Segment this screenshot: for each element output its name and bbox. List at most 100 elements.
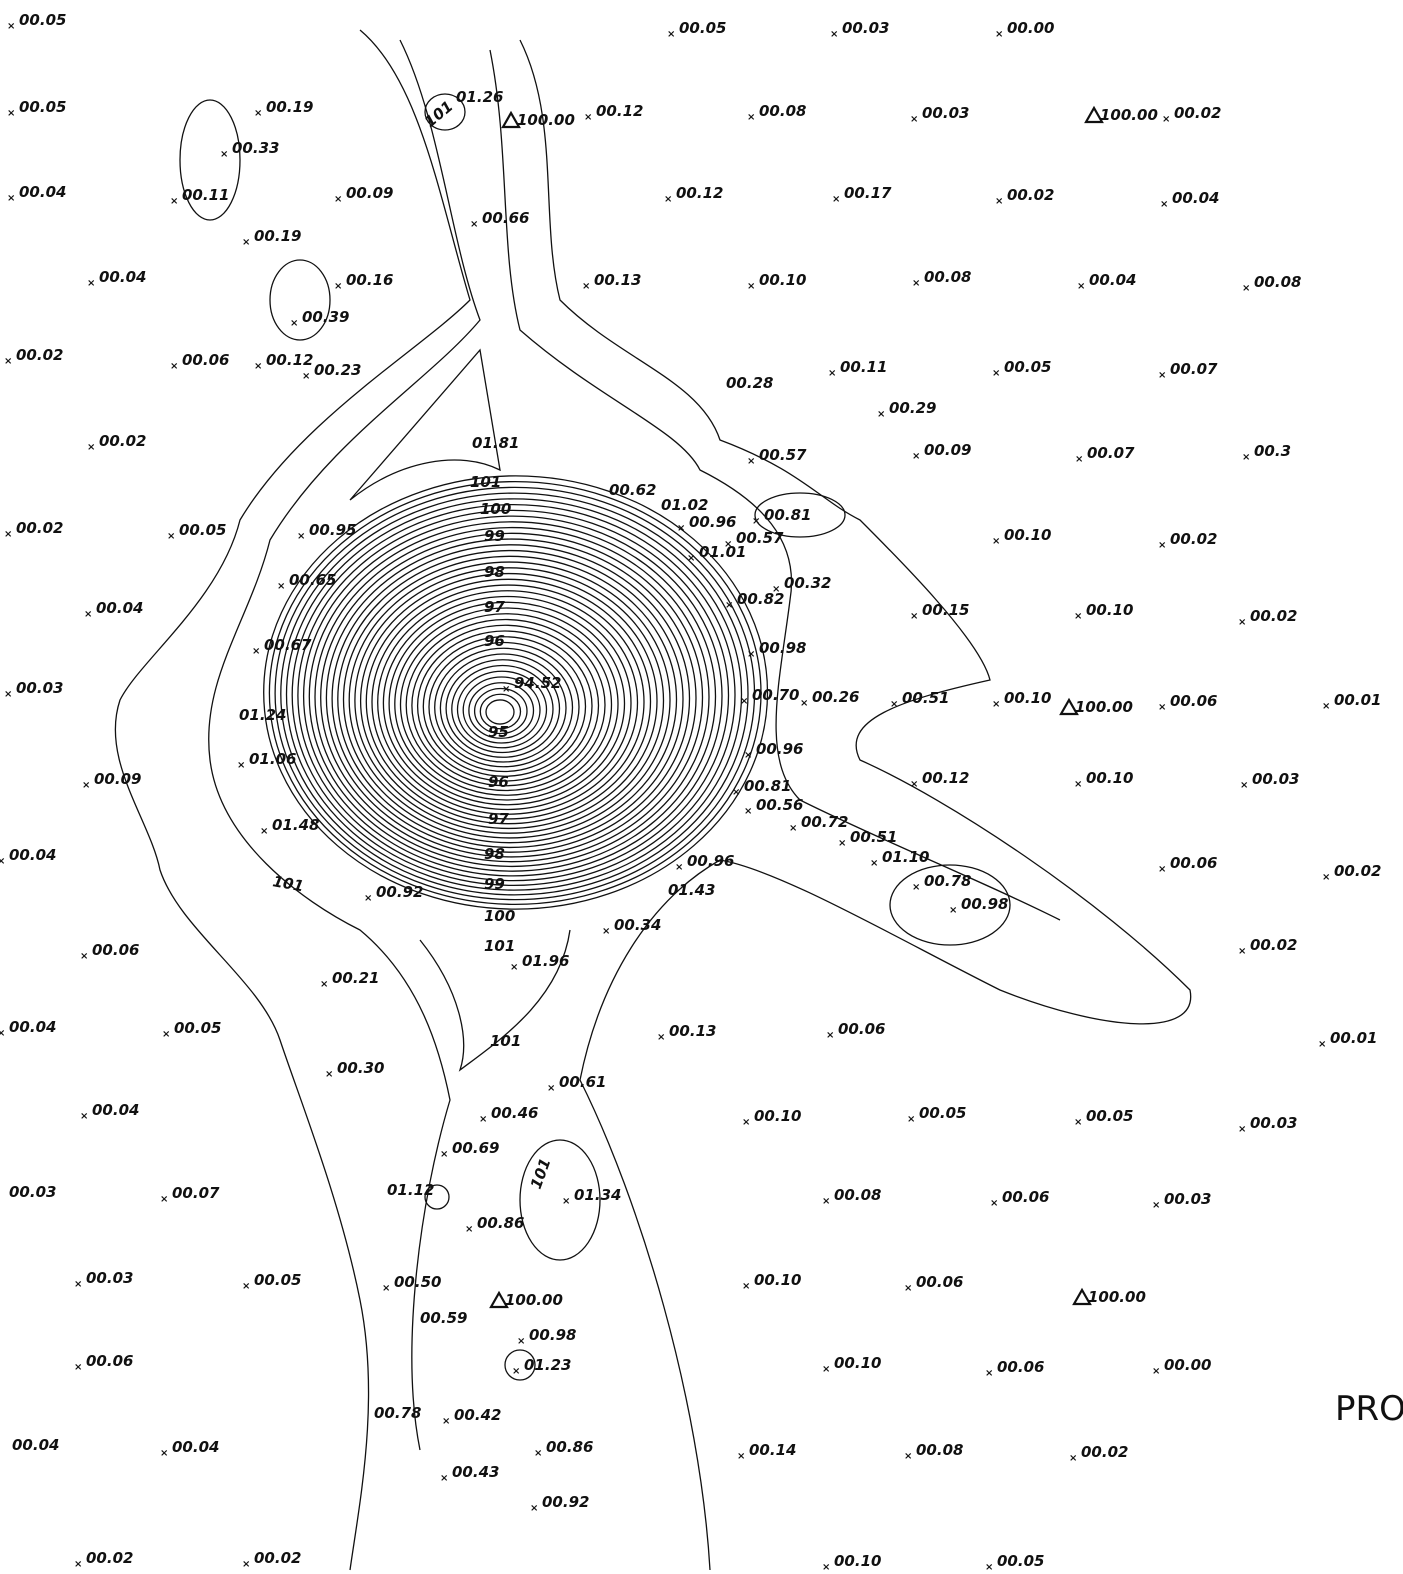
spot-label: 00.70: [752, 686, 799, 704]
spot-marker: ×: [1162, 114, 1170, 125]
spot-label: 00.02: [254, 1549, 301, 1567]
spot-label: 00.57: [759, 446, 807, 464]
spot-label: 01.43: [668, 881, 715, 899]
spot-marker: ×: [747, 649, 755, 660]
contour-line: [473, 687, 528, 735]
spot-label: 00.39: [302, 308, 349, 326]
spot-marker: ×: [1238, 1124, 1246, 1135]
spot-label: 00.05: [919, 1104, 966, 1122]
spot-marker: ×: [904, 1283, 912, 1294]
spot-label: 00.42: [454, 1406, 501, 1424]
spot-marker: ×: [1242, 283, 1250, 294]
spot-label: 00.06: [182, 351, 229, 369]
spot-label: 00.98: [961, 895, 1008, 913]
spot-label: 00.30: [337, 1059, 384, 1077]
spot-marker: ×: [912, 451, 920, 462]
contour-line: [405, 618, 606, 792]
spot-label: 00.04: [96, 599, 143, 617]
contour-label: 101: [421, 97, 457, 131]
spot-label: 00.15: [922, 601, 969, 619]
contour-line: [320, 532, 704, 863]
spot-marker: ×: [584, 112, 592, 123]
spot-label: 00.13: [594, 271, 641, 289]
spot-label: 00.04: [172, 1438, 219, 1456]
spot-marker: ×: [440, 1149, 448, 1160]
spot-marker: ×: [1074, 1117, 1082, 1128]
spot-marker: ×: [465, 1224, 473, 1235]
spot-marker: ×: [675, 862, 683, 873]
spot-marker: ×: [364, 893, 372, 904]
spot-label: 00.03: [1250, 1114, 1297, 1132]
spot-label: 00.11: [182, 186, 229, 204]
contour-line: [342, 555, 678, 844]
spot-marker: ×: [724, 539, 732, 550]
spot-marker: ×: [237, 760, 245, 771]
contour-label: 97: [484, 598, 505, 616]
contour-line: [456, 670, 548, 749]
benchmark-triangle: [489, 1290, 509, 1309]
spot-marker: ×: [1158, 370, 1166, 381]
contour-line: [268, 480, 762, 906]
spot-marker: ×: [7, 193, 15, 204]
spot-marker: ×: [992, 699, 1000, 710]
spot-label: 00.02: [16, 519, 63, 537]
spot-label: 01.02: [661, 496, 708, 514]
spot-label: 00.08: [1254, 273, 1301, 291]
spot-marker: ×: [290, 318, 298, 329]
spot-label: 00.23: [314, 361, 361, 379]
spot-label: 94.52: [514, 674, 561, 692]
spot-label: 00.78: [924, 872, 971, 890]
spot-marker: ×: [1242, 452, 1250, 463]
contour-line: [291, 503, 736, 887]
spot-label: 01.26: [456, 88, 503, 106]
benchmark-triangle: [501, 110, 521, 129]
spot-marker: ×: [657, 1032, 665, 1043]
spot-label: 00.34: [614, 916, 661, 934]
spot-label: 00.05: [19, 11, 66, 29]
spot-marker: ×: [725, 600, 733, 611]
spot-label: 00.03: [9, 1183, 56, 1201]
contour-line: [308, 521, 717, 872]
spot-label: 00.46: [491, 1104, 538, 1122]
spot-label: 00.07: [1087, 444, 1135, 462]
spot-marker: ×: [547, 1083, 555, 1094]
spot-label: 00.19: [254, 227, 301, 245]
spot-marker: ×: [826, 1030, 834, 1041]
spot-label: 00.62: [609, 481, 656, 499]
spot-label: 00.04: [99, 268, 146, 286]
contour-line: [114, 29, 471, 1571]
spot-marker: ×: [985, 1562, 993, 1573]
contour-line: [439, 653, 567, 763]
spot-label: 00.10: [754, 1107, 801, 1125]
spot-marker: ×: [440, 1473, 448, 1484]
spot-marker: ×: [992, 536, 1000, 547]
spot-label: 00.10: [1086, 601, 1133, 619]
spot-marker: ×: [1077, 281, 1085, 292]
spot-label: 00.86: [546, 1438, 593, 1456]
spot-label: 00.98: [759, 639, 806, 657]
spot-label: 100.00: [505, 1291, 563, 1309]
spot-marker: ×: [602, 926, 610, 937]
spot-label: 00.72: [801, 813, 848, 831]
contour-label: 95: [488, 723, 509, 741]
contour-line: [519, 1139, 601, 1261]
spot-marker: ×: [87, 278, 95, 289]
contour-line: [424, 93, 466, 131]
spot-marker: ×: [830, 29, 838, 40]
spot-marker: ×: [828, 368, 836, 379]
spot-label: 01.12: [387, 1181, 434, 1199]
spot-label: 00.02: [1334, 862, 1381, 880]
spot-marker: ×: [949, 905, 957, 916]
spot-label: 00.08: [759, 102, 806, 120]
spot-marker: ×: [742, 1117, 750, 1128]
contour-line: [297, 509, 730, 882]
spot-label: 00.02: [1081, 1443, 1128, 1461]
spot-marker: ×: [334, 194, 342, 205]
spot-label: 00.03: [1252, 770, 1299, 788]
contour-line: [280, 492, 749, 896]
contour-line: [419, 929, 571, 1072]
spot-marker: ×: [0, 856, 5, 867]
spot-marker: ×: [910, 779, 918, 790]
spot-marker: ×: [870, 858, 878, 869]
spot-label: 00.10: [834, 1552, 881, 1570]
